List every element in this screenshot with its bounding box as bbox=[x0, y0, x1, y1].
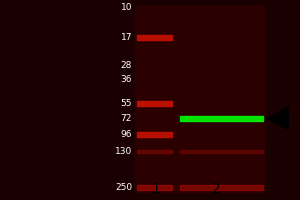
Bar bbox=[180, 185, 262, 190]
Text: 130: 130 bbox=[115, 147, 132, 156]
Bar bbox=[136, 185, 172, 190]
Text: 72: 72 bbox=[121, 114, 132, 123]
Text: 17: 17 bbox=[121, 33, 132, 42]
Text: 96: 96 bbox=[121, 130, 132, 139]
Bar bbox=[136, 132, 172, 137]
Polygon shape bbox=[267, 107, 288, 129]
Text: 1: 1 bbox=[152, 182, 160, 196]
Bar bbox=[180, 116, 262, 121]
Bar bbox=[136, 101, 172, 106]
Text: 250: 250 bbox=[115, 183, 132, 192]
Bar bbox=[136, 35, 172, 40]
Text: 55: 55 bbox=[121, 99, 132, 108]
Bar bbox=[180, 150, 262, 153]
Text: 36: 36 bbox=[121, 75, 132, 84]
Bar bbox=[135, 6, 264, 192]
Text: 28: 28 bbox=[121, 61, 132, 70]
Text: 2: 2 bbox=[212, 182, 220, 196]
Bar bbox=[136, 150, 172, 153]
Text: 10: 10 bbox=[121, 3, 132, 12]
